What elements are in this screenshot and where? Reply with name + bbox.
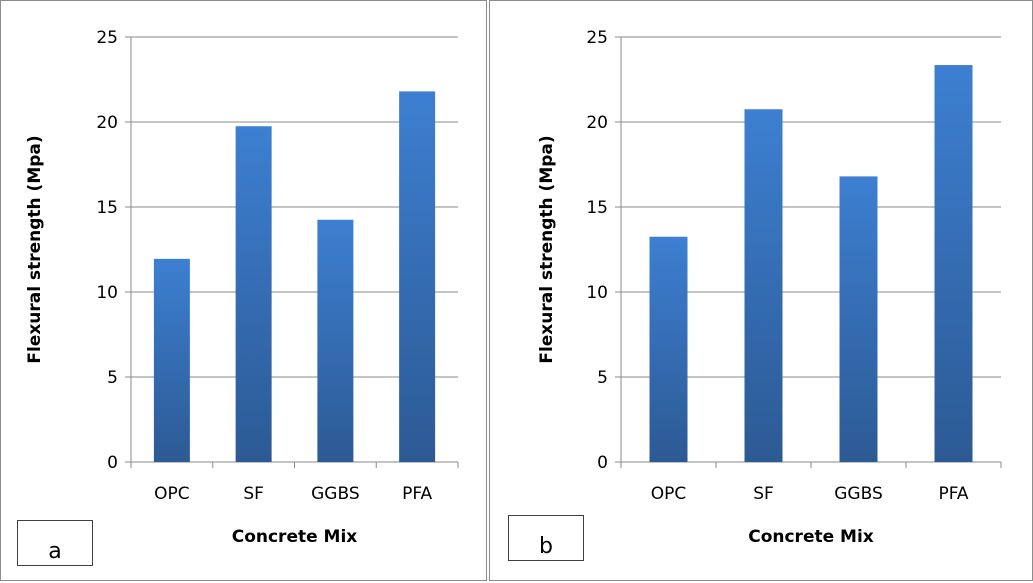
x-axis-title: Concrete Mix — [748, 527, 874, 547]
panel-label-b: b — [508, 515, 584, 561]
y-axis-title: Flexural strength (Mpa) — [537, 135, 557, 363]
chart-b: 0 5 10 15 20 25 OPC SF GGBS PFA Concrete Mix Flexur… — [537, 28, 1002, 547]
bar-pfa — [934, 65, 973, 463]
y-tick-label: 0 — [597, 453, 608, 473]
y-axis-title: Flexural strength (Mpa) — [25, 135, 45, 363]
y-tick-label: 0 — [107, 453, 118, 473]
x-tick-label: PFA — [938, 484, 968, 504]
bar-sf — [744, 109, 783, 462]
y-tick-label: 15 — [96, 198, 118, 218]
bar-opc — [649, 236, 688, 462]
bar-ggbs — [839, 176, 878, 462]
y-tick-label: 5 — [107, 368, 118, 388]
x-tick-label: PFA — [402, 484, 432, 504]
x-tick-label: GGBS — [834, 484, 883, 504]
y-tick-label: 15 — [586, 198, 608, 218]
bar-ggbs — [317, 219, 354, 462]
x-tick-label: SF — [243, 484, 264, 504]
bar-opc — [153, 258, 190, 462]
x-tick-label: SF — [753, 484, 774, 504]
y-tick-label: 10 — [96, 283, 118, 303]
y-tick-label: 25 — [96, 28, 118, 48]
x-tick-label: OPC — [154, 484, 190, 504]
y-tick-label: 20 — [96, 113, 118, 133]
bar-pfa — [399, 91, 436, 463]
y-tick-label: 20 — [586, 113, 608, 133]
x-tick-label: GGBS — [311, 484, 360, 504]
chart-a: 0 5 10 15 20 25 OPC SF GGBS PFA Concrete Mix Flexur… — [25, 28, 459, 547]
panel-label-a: a — [17, 520, 93, 566]
y-tick-label: 25 — [586, 28, 608, 48]
bar-sf — [235, 126, 272, 462]
y-tick-label: 10 — [586, 283, 608, 303]
x-tick-label: OPC — [651, 484, 687, 504]
y-tick-label: 5 — [597, 368, 608, 388]
x-axis-title: Concrete Mix — [232, 527, 358, 547]
